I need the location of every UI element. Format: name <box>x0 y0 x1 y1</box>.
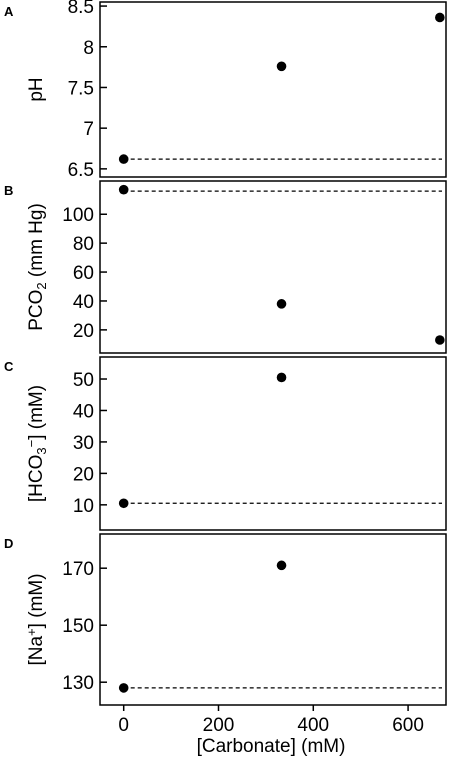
panel-a-data-point <box>276 61 287 72</box>
panel-d-letter: D <box>4 536 13 551</box>
panel-a-ytick-label: 7 <box>83 119 94 140</box>
panel-c-letter: C <box>4 359 14 374</box>
panel-b-ytick-label: 40 <box>73 292 94 313</box>
panel-b-data-point <box>276 299 287 309</box>
panel-b-data-point <box>435 335 445 345</box>
x-tick-label: 600 <box>392 715 424 736</box>
panel-c-ytick-label: 50 <box>73 370 94 391</box>
panel-c-ylabel-part: − <box>24 440 39 448</box>
panel-a-letter: A <box>4 4 14 19</box>
panel-d-ytick-label: 150 <box>62 616 94 637</box>
panel-c: C 10 20 30 40 50 [HCO3−] (mM) <box>4 356 447 531</box>
panel-a-frame <box>99 1 447 178</box>
x-axis-title: [Carbonate] (mM) <box>197 736 346 757</box>
panel-b-frame <box>99 180 447 354</box>
panel-b-ylabel-part: PCO <box>26 290 47 331</box>
x-tick-label: 0 <box>118 715 129 736</box>
panel-d: D 130 150 170 [Na+] (mM) <box>4 533 447 706</box>
panel-a-data-point <box>118 154 129 164</box>
panel-b-letter: B <box>4 183 13 198</box>
panel-c-ytick-label: 20 <box>73 464 94 485</box>
panel-b-ytick-label: 60 <box>73 263 94 284</box>
panel-a-ytick-label: 8 <box>83 38 94 59</box>
panel-c-ylabel: [HCO3−] (mM) <box>24 385 49 502</box>
x-tick-label: 400 <box>297 715 329 736</box>
panel-c-data-point <box>118 498 129 509</box>
panel-b: B 20 40 60 80 100 PCO2 (mm Hg) <box>4 180 447 354</box>
panel-b-ytick-label: 20 <box>73 321 94 342</box>
panel-a-data-point <box>435 12 445 23</box>
panel-d-frame <box>99 533 447 706</box>
panel-b-ylabel: PCO2 (mm Hg) <box>26 203 49 331</box>
panel-b-ytick-label: 100 <box>62 205 94 226</box>
panel-c-data-point <box>276 372 287 383</box>
panel-c-ytick-label: 10 <box>73 496 94 517</box>
panel-c-ylabel-part: ] (mM) <box>26 385 47 440</box>
panel-c-ylabel-part: 3 <box>34 447 49 454</box>
panel-d-ylabel-part: [Na <box>26 636 47 666</box>
panel-d-ylabel-part: + <box>24 628 39 636</box>
panel-d-ytick-label: 170 <box>62 559 94 580</box>
panel-c-frame <box>99 356 447 531</box>
panel-c-ytick-label: 40 <box>73 401 94 422</box>
panel-a-ytick-label: 8.5 <box>68 0 94 18</box>
panel-b-ylabel-part: 2 <box>34 282 49 289</box>
panel-d-data-point <box>276 560 287 571</box>
panel-c-ylabel-part: [HCO <box>26 455 47 503</box>
panel-a-ytick-label: 7.5 <box>68 78 94 99</box>
panel-b-ylabel-part: (mm Hg) <box>26 203 47 282</box>
panel-a-ylabel: pH <box>26 77 47 101</box>
panels-container: A 6.5 7 7.5 8 8.5 pH B 20 40 60 80 100 PCO2 (mm Hg) C 1… <box>4 0 447 706</box>
x-tick-label: 200 <box>203 715 235 736</box>
panel-a-ylabel-part: pH <box>26 77 47 101</box>
panel-a-ytick-label: 6.5 <box>68 160 94 181</box>
panel-d-data-point <box>118 683 129 693</box>
panel-a: A 6.5 7 7.5 8 8.5 pH <box>4 0 447 181</box>
panel-b-data-point <box>118 184 129 195</box>
panel-b-ytick-label: 80 <box>73 234 94 255</box>
panel-d-ylabel: [Na+] (mM) <box>24 573 47 665</box>
panel-d-ylabel-part: ] (mM) <box>26 573 47 628</box>
panel-c-ytick-label: 30 <box>73 433 94 454</box>
panel-d-ytick-label: 130 <box>62 673 94 694</box>
x-axis: 0 200 400 600 [Carbonate] (mM) <box>118 705 424 757</box>
